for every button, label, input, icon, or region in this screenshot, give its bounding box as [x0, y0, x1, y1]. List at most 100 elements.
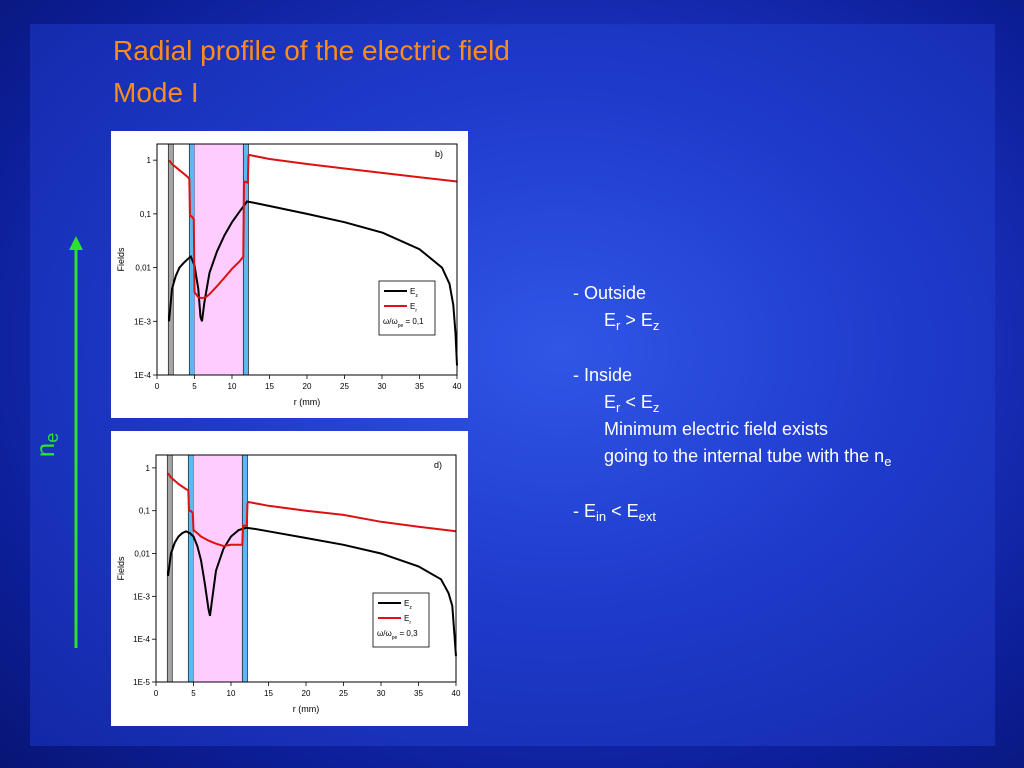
y-tick-label: 0,01	[135, 264, 151, 273]
note-text: < E	[620, 392, 653, 412]
chart-panel-d: 0 5 10 15 20 25 30 35 40 1 0,1 0,01 1E-3 1E-4 1E-5 r (m…	[111, 431, 468, 726]
legend-frequency-ratio: ω/ωpe = 0,1	[383, 317, 424, 329]
legend-label-sub: r	[415, 308, 417, 314]
y-tick-label: 0,1	[139, 507, 151, 516]
x-tick-label: 15	[265, 382, 274, 391]
y-tick-label: 1E-3	[134, 317, 151, 326]
x-tick-label: 0	[155, 382, 160, 391]
legend-label-Ez: Ez	[404, 599, 412, 611]
legend-label-Er: Er	[410, 302, 417, 314]
note-sub: z	[652, 400, 660, 415]
note-text: E	[604, 310, 617, 330]
x-tick-label: 40	[452, 689, 461, 698]
x-tick-label: 20	[302, 689, 311, 698]
y-tick-label: 1	[146, 464, 151, 473]
legend-frequency-ratio: ω/ωpe = 0,3	[377, 629, 418, 641]
note-internal-tube: going to the internal tube with the ne	[604, 445, 891, 473]
legend-box	[372, 592, 430, 648]
x-tick-label: 25	[339, 689, 348, 698]
y-tick-label: 1E-5	[133, 678, 150, 687]
chart-d: 0 5 10 15 20 25 30 35 40 1 0,1 0,01 1E-3 1E-4 1E-5 r (m…	[116, 454, 461, 714]
legend-label-sub: z	[415, 293, 418, 299]
legend-label-text: E	[404, 614, 409, 623]
density-arrow-icon	[69, 236, 83, 648]
x-tick-label: 0	[154, 689, 159, 698]
slide-title-line2: Mode I	[113, 77, 199, 108]
y-axis-label: Fields	[116, 556, 126, 581]
x-tick-label: 35	[414, 689, 423, 698]
note-inside: - Inside	[573, 365, 633, 385]
region-tube_wall	[241, 454, 248, 683]
note-inside-relation: Er < Ez	[604, 391, 659, 419]
note-ein-eext: - Ein < Eext	[573, 500, 656, 528]
chart-b: 0 5 10 15 20 25 30 35 40 1 0,1 0,01 1E-3 1E-4 r (mm) Fi…	[116, 143, 462, 407]
legend-label-Ez: Ez	[410, 287, 418, 299]
note-outside-relation: Er > Ez	[604, 309, 659, 337]
note-text: < E	[606, 501, 639, 521]
ratio-prefix: ω/ω	[377, 629, 392, 638]
chart-panel-b: 0 5 10 15 20 25 30 35 40 1 0,1 0,01 1E-3 1E-4 r (mm) Fi…	[111, 131, 468, 418]
x-tick-label: 35	[415, 382, 424, 391]
density-arrow-label: ne	[30, 415, 70, 475]
legend-label-Er: Er	[404, 614, 411, 626]
note-text: E	[604, 392, 617, 412]
region-tube_wall	[187, 454, 194, 683]
panel-label: d)	[434, 460, 442, 470]
x-tick-label: 10	[227, 689, 236, 698]
x-tick-label: 30	[377, 689, 386, 698]
x-tick-label: 30	[378, 382, 387, 391]
note-sub: ext	[638, 509, 657, 524]
note-text: - E	[573, 501, 597, 521]
x-tick-label: 5	[192, 382, 197, 391]
note-text: > E	[620, 310, 653, 330]
legend-label-text: E	[410, 287, 415, 296]
y-tick-label: 1E-4	[134, 371, 151, 380]
y-tick-label: 1	[147, 156, 152, 165]
y-axis-label: Fields	[116, 247, 126, 272]
y-tick-label: 1E-3	[133, 592, 150, 601]
series-line-Er	[168, 153, 458, 300]
legend-box	[378, 280, 436, 336]
region-plasma	[193, 455, 243, 682]
slide-title-line1: Radial profile of the electric field	[113, 35, 510, 66]
x-tick-label: 40	[453, 382, 462, 391]
x-tick-label: 5	[191, 689, 196, 698]
legend-label-sub: z	[409, 605, 412, 611]
panel-label: b)	[435, 149, 443, 159]
note-sub: r	[616, 400, 621, 415]
legend-label-text: E	[404, 599, 409, 608]
ratio-value: = 0,1	[403, 317, 424, 326]
ratio-prefix: ω/ω	[383, 317, 398, 326]
x-tick-label: 20	[303, 382, 312, 391]
series-line-Ez	[167, 526, 457, 657]
x-axis-label: r (mm)	[293, 704, 320, 714]
note-sub: r	[616, 318, 621, 333]
arrow-label-n: n	[30, 442, 60, 458]
ratio-sub: pe	[398, 323, 404, 329]
note-text: going to the internal tube with the n	[604, 446, 885, 466]
note-sub: e	[884, 454, 892, 469]
ratio-value: = 0,3	[397, 629, 418, 638]
ratio-sub: pe	[392, 635, 398, 641]
series-line-Ez	[168, 200, 458, 366]
series-line-Er	[167, 472, 457, 548]
arrow-label-sub: e	[42, 432, 62, 443]
note-outside: - Outside	[573, 283, 647, 303]
x-tick-label: 10	[228, 382, 237, 391]
note-sub: z	[652, 318, 660, 333]
y-tick-label: 1E-4	[133, 635, 150, 644]
region-plasma	[194, 144, 244, 375]
note-sub: in	[596, 509, 607, 524]
note-minimum: Minimum electric field exists	[604, 419, 829, 439]
x-tick-label: 25	[340, 382, 349, 391]
legend-label-sub: r	[409, 620, 411, 626]
y-tick-label: 0,1	[140, 210, 152, 219]
region-inner_wall	[167, 143, 174, 376]
y-tick-label: 0,01	[134, 550, 150, 559]
x-axis-label: r (mm)	[294, 397, 321, 407]
legend-label-text: E	[410, 302, 415, 311]
x-tick-label: 15	[264, 689, 273, 698]
